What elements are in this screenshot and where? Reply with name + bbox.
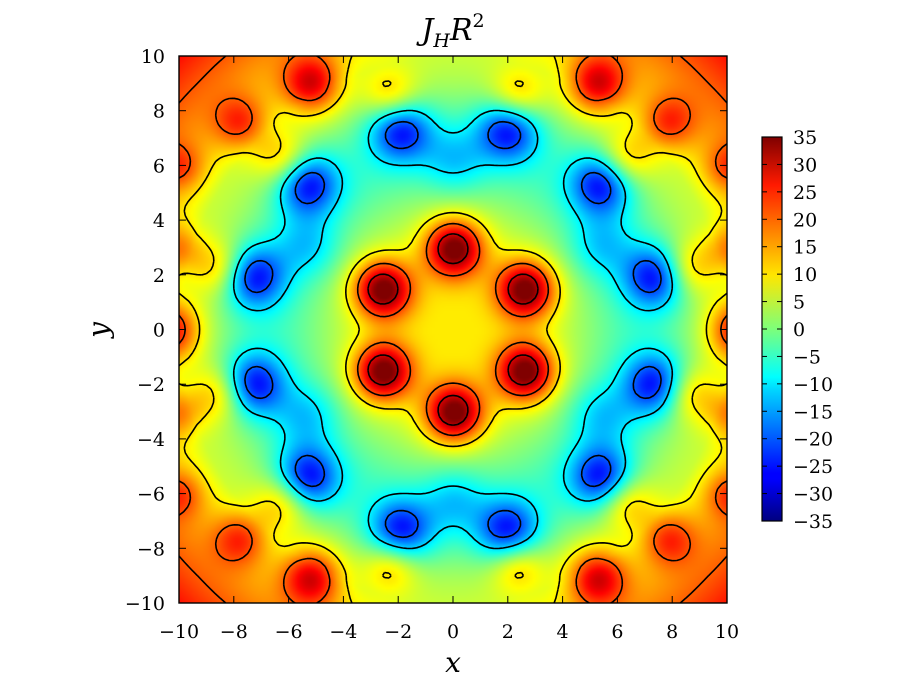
title-var: R [449,13,473,48]
x-tick-label: 6 [611,621,623,643]
colorbar-gradient [762,137,782,521]
x-tick-label: −10 [159,621,199,643]
x-tick-label: −6 [275,621,303,643]
title-sup: 2 [473,10,485,32]
title-main: J [415,13,435,48]
colorbar-tick-label: 10 [793,264,817,286]
y-tick-label: −2 [137,374,165,396]
y-tick-label: −4 [137,429,165,451]
chart-title: JHR2 [415,10,484,52]
y-axis: −10 −8 −6 −4 −2 0 2 4 6 8 10 [125,46,727,615]
colorbar-ticks: 35 30 25 20 15 10 5 0 −5 −10 −15 −20 −25 −30 −35 [762,127,833,533]
colorbar-tick-label: −5 [793,346,821,368]
y-axis-label: y [82,321,115,340]
colorbar-tick-label: 25 [793,182,817,204]
y-tick-label: −6 [137,484,165,506]
x-tick-label: 0 [447,621,459,643]
contour-level [232,109,674,550]
x-tick-label: 10 [715,621,739,643]
x-axis-label: x [445,646,461,679]
colorbar-tick-label: −25 [793,456,833,478]
title-sub: H [432,30,450,52]
contour-lines [179,56,727,603]
y-tick-label: 4 [153,210,165,232]
y-tick-label: 0 [153,320,165,342]
y-tick-label: 10 [141,46,165,68]
x-tick-label: 2 [502,621,514,643]
heatmap-area [179,56,727,603]
contour-level [244,120,662,539]
x-tick-label: −8 [220,621,248,643]
contour-level [179,56,727,603]
x-axis: −10 −8 −6 −4 −2 0 2 4 6 8 10 [159,56,739,643]
y-tick-label: 2 [153,265,165,287]
x-tick-label: 4 [557,621,569,643]
heatmap-image [179,56,727,603]
colorbar-tick-label: 35 [793,127,817,149]
y-tick-label: 6 [153,155,165,177]
colorbar-tick-label: −35 [793,511,833,533]
contour-level [367,232,539,427]
y-tick-label: −8 [137,538,165,560]
colorbar-tick-label: −20 [793,429,833,451]
contour-level [179,56,727,603]
x-tick-label: −2 [384,621,412,643]
x-tick-label: −4 [329,621,357,643]
colorbar-tick-label: 5 [793,292,805,314]
x-tick-label: 8 [666,621,678,643]
colorbar-tick-label: −15 [793,401,833,423]
colorbar-tick-label: −30 [793,484,833,506]
colorbar: 35 30 25 20 15 10 5 0 −5 −10 −15 −20 −25 −30 −35 [761,127,833,533]
colorbar-tick-label: 0 [793,319,805,341]
colorbar-tick-label: 20 [793,209,817,231]
y-tick-label: −10 [125,593,165,615]
colorbar-tick-label: 15 [793,237,817,259]
colorbar-tick-label: −10 [793,374,833,396]
y-tick-label: 8 [153,101,165,123]
colorbar-tick-label: 30 [793,154,817,176]
